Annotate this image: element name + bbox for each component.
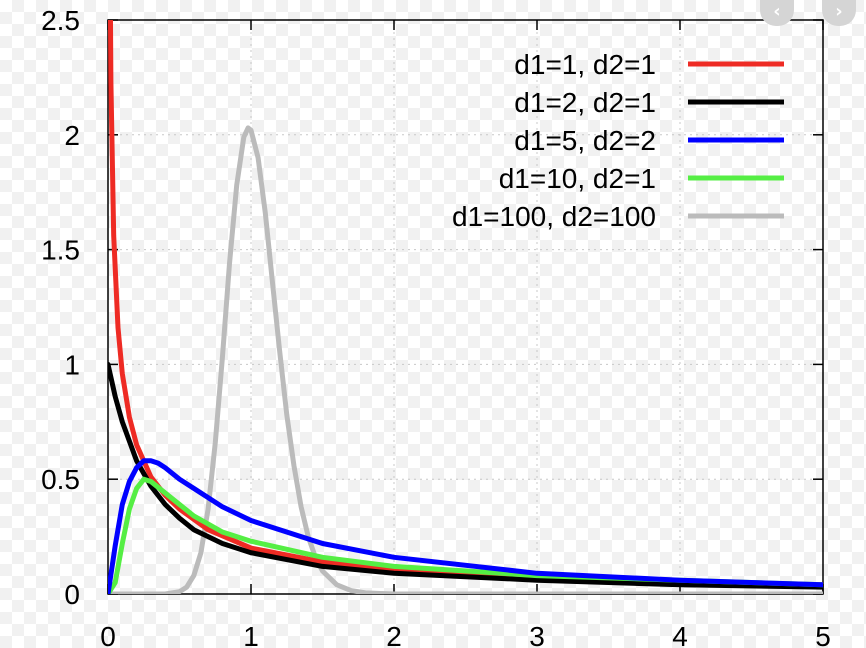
y-tick-label: 2.5 <box>41 5 80 36</box>
x-tick-label: 3 <box>529 621 545 648</box>
x-tick-label: 2 <box>386 621 402 648</box>
legend-label: d1=10, d2=1 <box>499 163 656 194</box>
y-tick-label: 2 <box>64 120 80 151</box>
x-tick-label: 5 <box>815 621 831 648</box>
grid-lines <box>108 20 823 594</box>
series-line-2 <box>108 361 823 590</box>
legend-label: d1=1, d2=1 <box>514 49 656 80</box>
plot-frame <box>107 19 824 595</box>
x-tick-label: 1 <box>243 621 259 648</box>
series-line-5 <box>108 125 823 594</box>
series-line-1 <box>108 20 823 588</box>
plot-axes: 0 1 2 3 4 5 0 0.5 1 1.5 2 2.5 <box>41 5 831 648</box>
series-line-3 <box>108 458 823 594</box>
previous-image-button[interactable]: ‹ <box>760 0 794 26</box>
legend-label: d1=5, d2=2 <box>514 125 656 156</box>
y-tick-label: 0 <box>64 579 80 610</box>
next-image-button[interactable]: › <box>822 0 856 26</box>
y-tick-label: 0.5 <box>41 464 80 495</box>
x-tick-label: 4 <box>672 621 688 648</box>
series-lines <box>108 20 823 594</box>
series-line-4 <box>108 476 823 594</box>
legend: d1=1, d2=1 d1=2, d2=1 d1=5, d2=2 d1=10, d2=… <box>452 49 784 232</box>
legend-label: d1=100, d2=100 <box>452 201 656 232</box>
legend-label: d1=2, d2=1 <box>514 87 656 118</box>
y-tick-label: 1.5 <box>41 235 80 266</box>
chevron-left-icon: ‹ <box>773 1 781 22</box>
x-tick-label: 0 <box>100 621 116 648</box>
chevron-right-icon: › <box>835 1 843 22</box>
y-tick-label: 1 <box>64 349 80 380</box>
